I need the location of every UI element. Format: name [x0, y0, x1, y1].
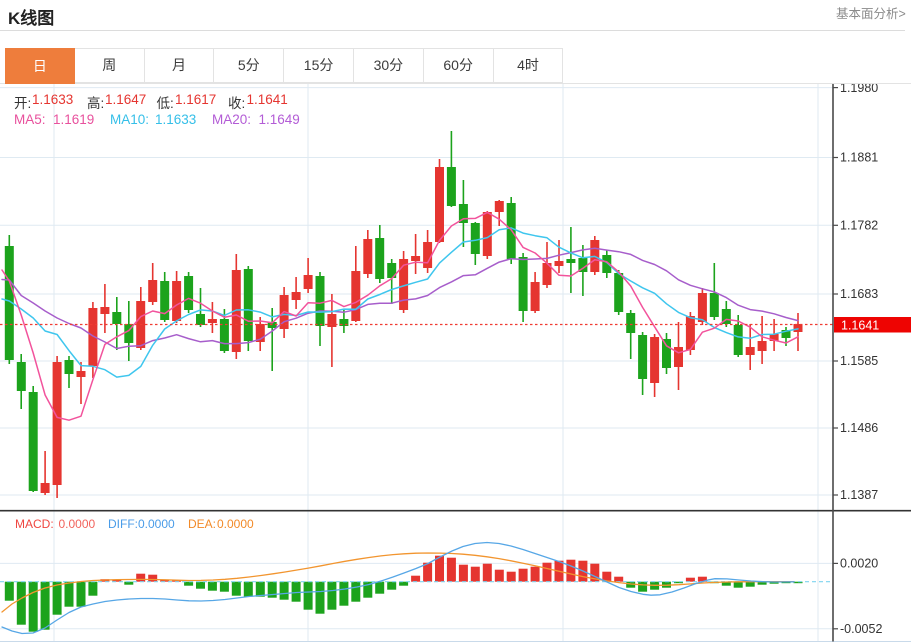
svg-text:1.1585: 1.1585: [840, 354, 878, 368]
svg-text:1.1486: 1.1486: [840, 421, 878, 435]
svg-text:1.1980: 1.1980: [840, 81, 878, 95]
svg-text:1.1881: 1.1881: [840, 151, 878, 165]
svg-text:0.0020: 0.0020: [840, 557, 878, 571]
svg-text:1.1387: 1.1387: [840, 488, 878, 502]
svg-text:1.1683: 1.1683: [840, 287, 878, 301]
svg-text:1.1641: 1.1641: [841, 319, 879, 333]
svg-text:1.1782: 1.1782: [840, 219, 878, 233]
svg-text:-0.0052: -0.0052: [840, 622, 882, 636]
